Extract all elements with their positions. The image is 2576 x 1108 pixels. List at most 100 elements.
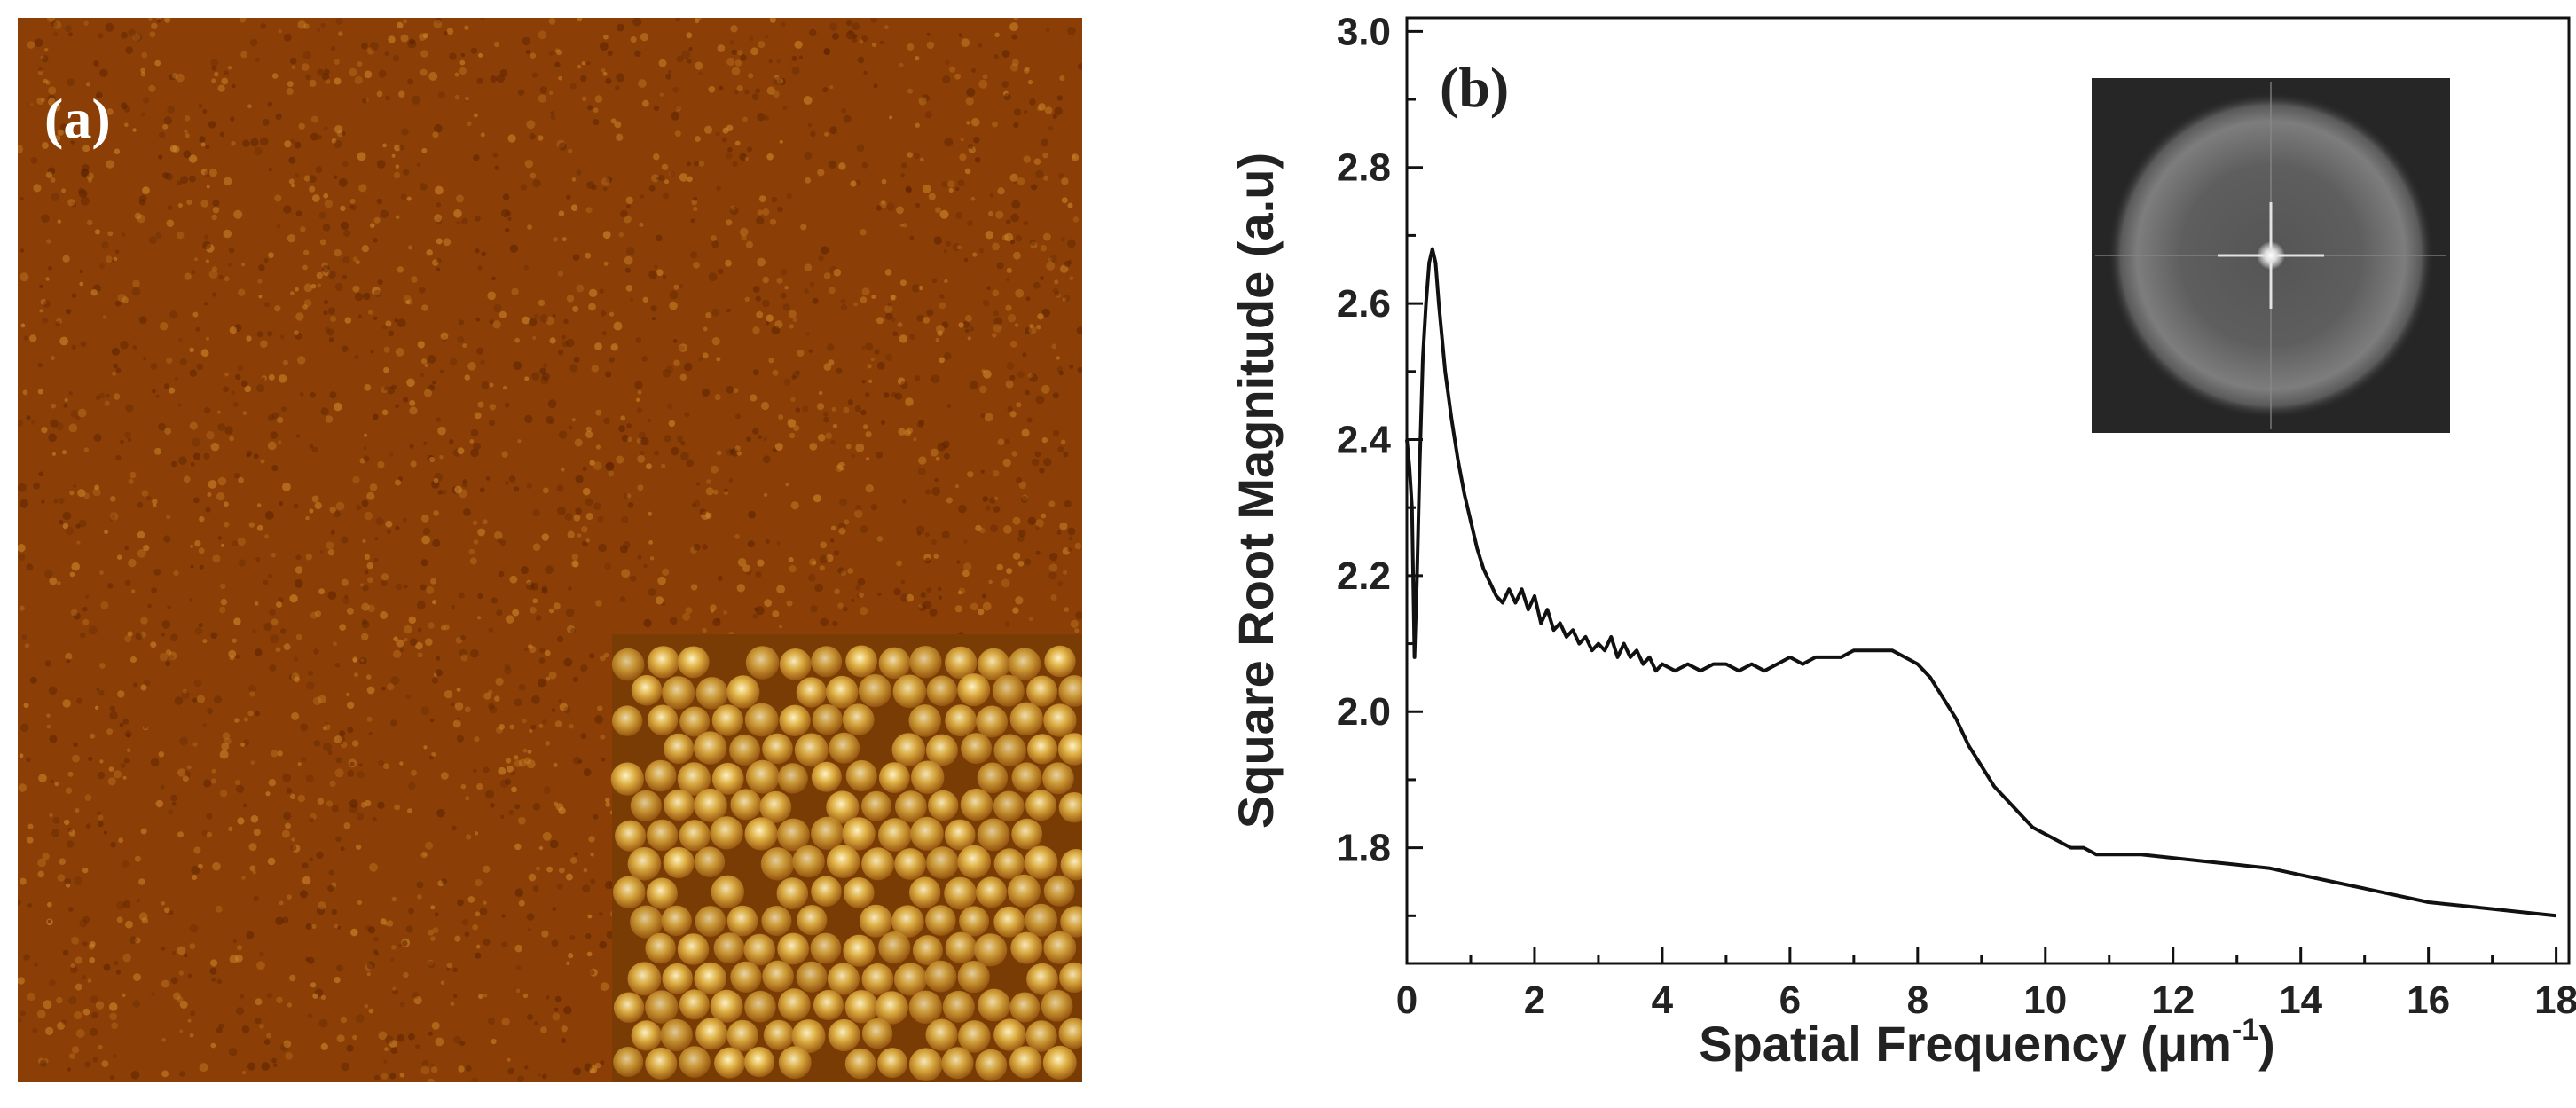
afm-grain: [938, 595, 943, 600]
afm-grain: [452, 719, 461, 728]
afm-grain: [417, 894, 422, 900]
afm-grain: [265, 791, 271, 797]
afm-sphere: [611, 648, 645, 681]
afm-grain: [303, 175, 310, 182]
afm-grain: [269, 664, 277, 672]
afm-grain: [45, 80, 51, 85]
afm-grain: [703, 125, 713, 134]
afm-grain: [676, 55, 684, 63]
afm-sphere: [1060, 906, 1082, 938]
afm-grain: [432, 380, 436, 385]
afm-grain: [27, 992, 35, 1002]
afm-grain: [101, 241, 109, 249]
afm-grain: [310, 283, 317, 289]
afm-grain: [642, 296, 648, 303]
afm-grain: [233, 617, 241, 625]
afm-grain: [191, 865, 200, 875]
afm-grain: [726, 219, 733, 226]
afm-grain: [189, 1033, 194, 1038]
afm-grain: [20, 248, 25, 253]
afm-grain: [454, 702, 464, 711]
afm-sphere: [694, 846, 726, 877]
afm-grain: [985, 231, 994, 240]
afm-grain: [762, 455, 771, 464]
afm-grain: [363, 433, 368, 437]
afm-grain: [524, 160, 533, 169]
afm-grain: [415, 641, 423, 650]
afm-grain: [124, 579, 131, 586]
afm-grain: [502, 193, 510, 200]
afm-grain: [712, 617, 721, 627]
afm-grain: [638, 431, 647, 439]
afm-sphere: [1042, 762, 1074, 795]
afm-grain: [597, 515, 604, 523]
afm-grain: [122, 860, 130, 868]
afm-sphere: [960, 788, 993, 821]
afm-grain: [93, 433, 102, 442]
afm-grain: [48, 433, 57, 443]
afm-grain: [202, 108, 208, 114]
afm-grain: [789, 324, 794, 329]
afm-grain: [470, 448, 479, 458]
afm-grain: [46, 713, 51, 718]
afm-grain: [190, 544, 194, 549]
afm-sphere: [861, 790, 891, 821]
afm-grain: [495, 677, 504, 686]
afm-grain: [311, 194, 320, 202]
afm-grain: [969, 326, 975, 332]
afm-grain: [780, 292, 787, 299]
afm-grain: [378, 1031, 388, 1041]
afm-grain: [586, 61, 591, 66]
afm-grain: [212, 199, 220, 207]
afm-grain: [322, 742, 332, 751]
afm-grain: [187, 1018, 192, 1023]
afm-grain: [595, 444, 601, 450]
afm-grain: [27, 41, 35, 49]
afm-grain: [964, 314, 972, 323]
afm-grain: [907, 43, 915, 51]
afm-grain: [459, 634, 466, 641]
afm-grain: [692, 502, 696, 507]
afm-grain: [334, 510, 342, 518]
afm-grain: [646, 463, 652, 470]
afm-grain: [152, 499, 158, 505]
afm-grain: [616, 133, 624, 141]
afm-grain: [585, 498, 593, 507]
afm-grain: [937, 442, 946, 452]
afm-grain: [234, 779, 240, 786]
afm-grain: [457, 899, 464, 907]
afm-grain: [316, 851, 324, 860]
afm-grain: [105, 22, 114, 32]
afm-grain: [777, 206, 783, 213]
afm-grain: [416, 601, 426, 610]
afm-grain: [383, 366, 389, 373]
afm-grain: [571, 560, 579, 568]
afm-grain: [328, 869, 334, 876]
afm-grain: [641, 356, 648, 362]
afm-grain: [561, 1025, 568, 1033]
afm-grain: [446, 28, 454, 35]
afm-grain: [548, 51, 554, 56]
afm-grain: [149, 31, 156, 38]
afm-grain: [209, 967, 217, 975]
afm-grain: [109, 1012, 117, 1021]
afm-grain: [73, 612, 81, 620]
afm-grain: [664, 435, 671, 443]
afm-grain: [122, 993, 126, 998]
afm-grain: [326, 541, 334, 550]
afm-grain: [436, 808, 445, 818]
afm-grain: [879, 40, 884, 45]
afm-grain: [302, 51, 311, 60]
afm-grain: [382, 143, 387, 148]
afm-grain: [268, 574, 273, 578]
afm-grain: [870, 504, 878, 511]
afm-grain: [714, 394, 721, 401]
afm-grain: [683, 362, 693, 372]
afm-grain: [41, 427, 48, 434]
afm-grain: [148, 84, 156, 92]
afm-grain: [810, 605, 818, 613]
afm-sphere: [694, 788, 727, 822]
afm-grain: [181, 690, 190, 700]
afm-grain: [583, 868, 588, 873]
afm-grain: [735, 413, 741, 420]
